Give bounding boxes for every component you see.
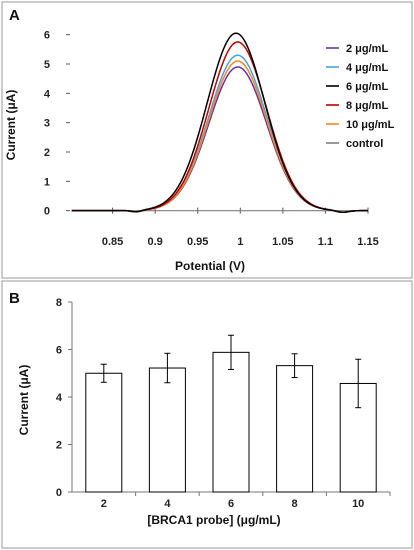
panel-b-y-axis-label: Current (μA): [17, 365, 31, 436]
bar-8: [276, 365, 314, 493]
panel-a-axes: 0 1 2 3 4 5 6 0.85 0.9 0.95 1 1.05 1.1 1.15: [44, 30, 379, 248]
panel-b-y-tick-label: 8: [56, 297, 62, 309]
panel-b-y-tick-label: 2: [56, 440, 62, 452]
bar-4: [148, 367, 186, 493]
panel-a-label: A: [9, 7, 20, 24]
panel-a-border: [1, 1, 413, 279]
panel-b-x-axis-label: [BRCA1 probe] (μg/mL): [147, 513, 280, 527]
panel-a-y-tick-label: 3: [44, 118, 50, 130]
panel-a-x-tick-label: 0.9: [147, 236, 162, 248]
panel-a-x-axis-label: Potential (V): [175, 259, 245, 273]
legend-label: 6 μg/mL: [346, 81, 388, 93]
panel-a-x-tick-label: 0.95: [187, 236, 208, 248]
panel-b-x-tick-label: 6: [228, 498, 234, 510]
panel-a-y-tick-label: 1: [44, 176, 50, 188]
panel-a-x-tick-label: 1.15: [357, 236, 378, 248]
legend-label: 10 μg/mL: [346, 119, 395, 131]
bar-6: [212, 351, 250, 493]
panel-a-y-tick-label: 0: [44, 206, 50, 218]
panel-b-x-tick-label: 2: [101, 498, 107, 510]
panel-b-x-tick-label: 4: [164, 498, 171, 510]
panel-b-y-tick-label: 0: [56, 487, 62, 499]
series-line-6-μg/mL: [71, 32, 368, 213]
panel-a-plot-area: [71, 32, 368, 213]
panel-b-x-tick-label: 8: [292, 498, 298, 510]
panel-b-y-tick-label: 6: [56, 345, 62, 357]
legend-label: 4 μg/mL: [346, 62, 388, 74]
legend-label: 8 μg/mL: [346, 100, 388, 112]
panel-a: A 0 1 2 3 4 5 6 0.85 0.9 0.95 1 1.05 1.1 1.15 2 μg/mL…: [1, 1, 413, 279]
panel-b-label: B: [9, 290, 20, 307]
panel-b-x-tick-label: 10: [352, 498, 364, 510]
panel-b: B 0 2 4 6 8 2 4 6 8 10 [BRCA1 probe] (μg/mL) Curr…: [1, 280, 413, 549]
panel-a-y-tick-label: 2: [44, 147, 50, 159]
bar-2: [85, 372, 123, 493]
panel-a-y-tick-label: 5: [44, 59, 50, 71]
panel-a-x-tick-label: 1: [237, 236, 243, 248]
legend-label: control: [346, 138, 383, 150]
panel-a-x-tick-label: 1.05: [272, 236, 293, 248]
panel-b-plot-area: [85, 334, 377, 493]
panel-a-y-tick-label: 4: [44, 88, 51, 100]
panel-b-y-tick-label: 4: [56, 392, 63, 404]
panel-a-y-tick-label: 6: [44, 30, 50, 42]
panel-a-legend: 2 μg/mL 4 μg/mL 6 μg/mL 8 μg/mL 10 μg/mL cont…: [326, 43, 395, 150]
panel-a-y-axis-label: Current (μA): [4, 90, 18, 161]
panel-a-x-tick-label: 0.85: [102, 236, 123, 248]
panel-a-x-tick-label: 1.1: [318, 236, 333, 248]
legend-label: 2 μg/mL: [346, 43, 388, 55]
